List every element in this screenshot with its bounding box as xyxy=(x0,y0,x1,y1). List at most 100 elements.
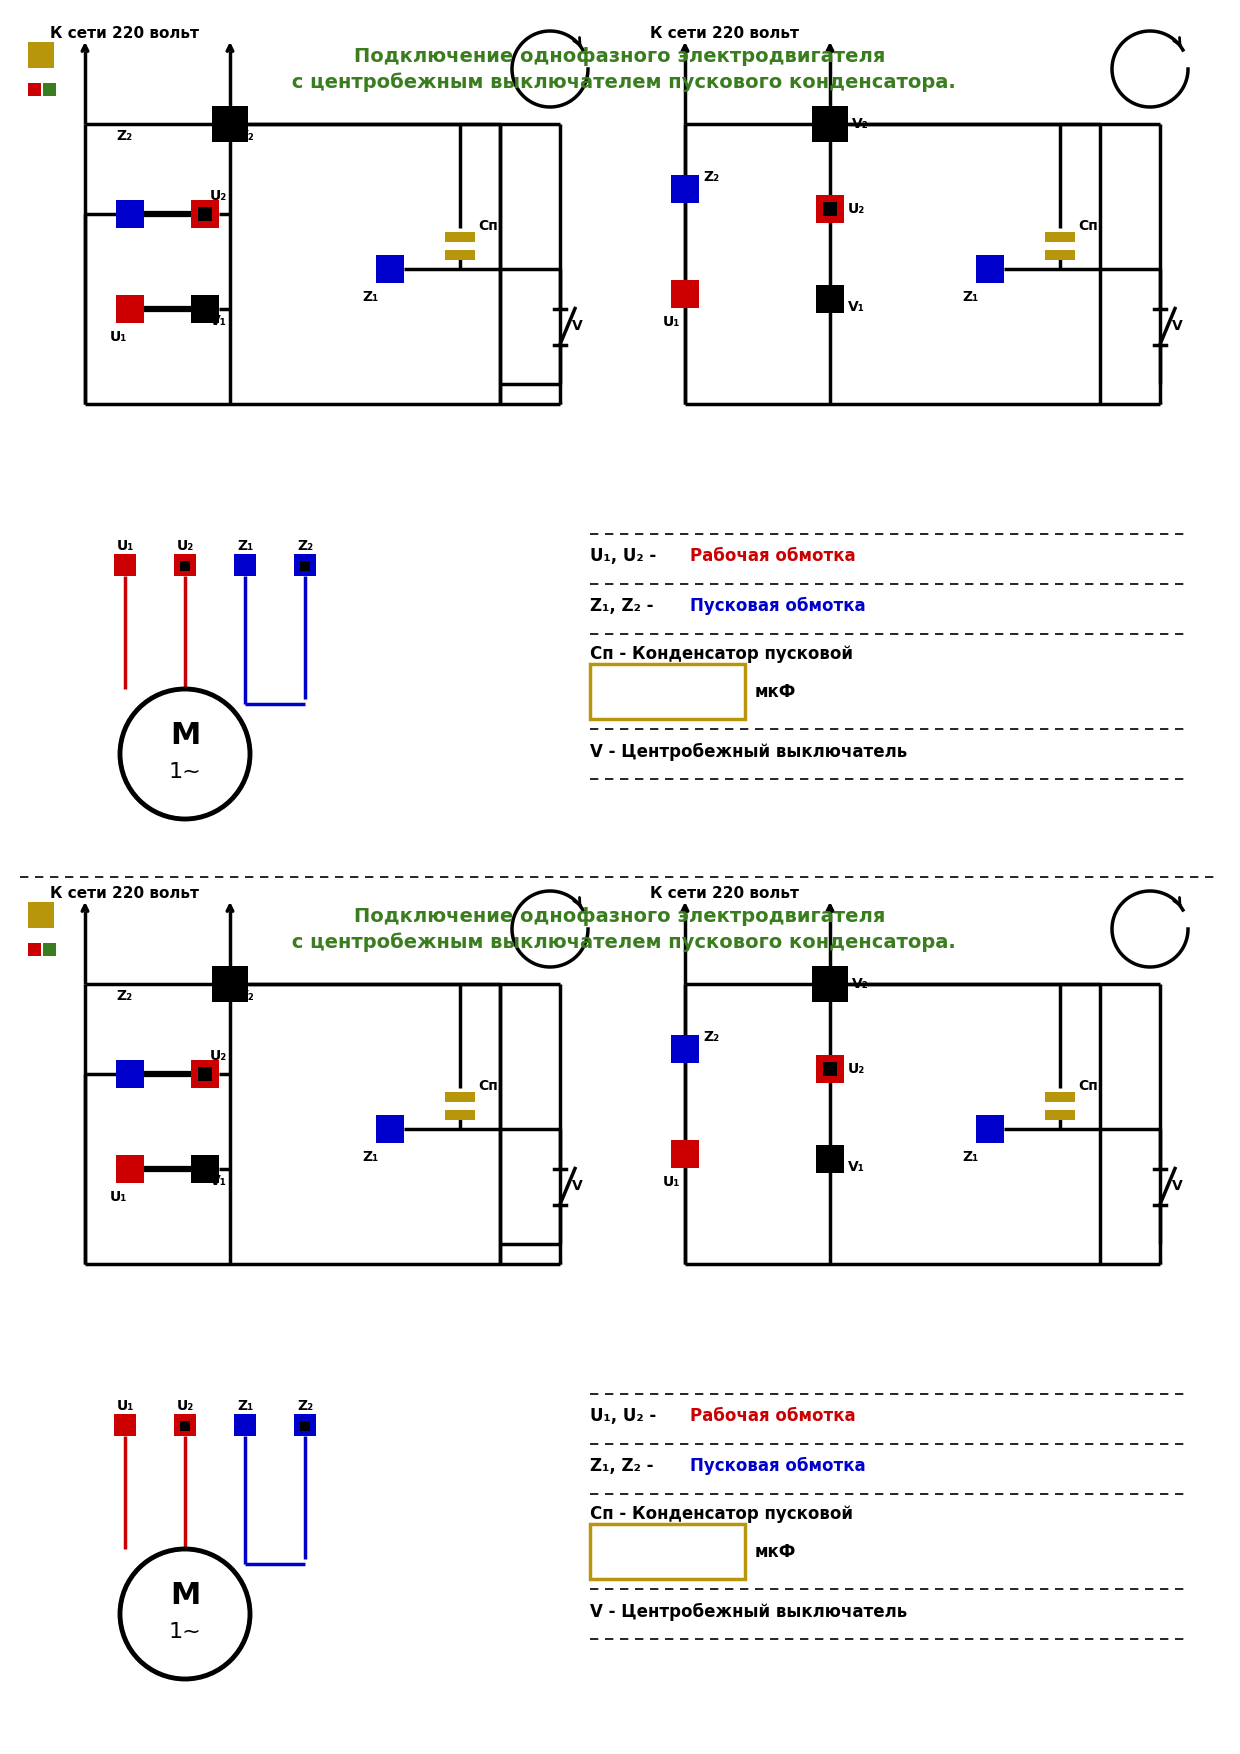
Text: V₁: V₁ xyxy=(210,314,227,328)
Text: Рабочая обмотка: Рабочая обмотка xyxy=(689,1407,856,1424)
Text: V: V xyxy=(572,319,583,333)
Text: Подключение однофазного электродвигателя: Подключение однофазного электродвигателя xyxy=(355,47,885,65)
Bar xyxy=(1045,251,1075,260)
Text: U₁, U₂ -: U₁, U₂ - xyxy=(590,1407,662,1424)
Bar xyxy=(29,944,41,956)
Bar xyxy=(43,82,56,96)
Text: Z₁: Z₁ xyxy=(362,1151,378,1165)
Bar xyxy=(812,105,848,142)
Bar xyxy=(191,1059,219,1087)
Bar xyxy=(212,966,248,1002)
Text: V₂: V₂ xyxy=(852,118,869,132)
Text: V₂: V₂ xyxy=(852,977,869,991)
Bar xyxy=(445,251,475,260)
Text: U₁: U₁ xyxy=(110,1189,128,1203)
Bar xyxy=(671,1140,699,1168)
Text: мкФ: мкФ xyxy=(755,682,796,702)
Text: U₂: U₂ xyxy=(176,538,193,553)
Text: Cп: Cп xyxy=(1078,1079,1097,1093)
Bar xyxy=(180,561,190,572)
Bar xyxy=(294,1414,316,1437)
Text: Пусковая обмотка: Пусковая обмотка xyxy=(689,1458,866,1475)
Text: Z₂: Z₂ xyxy=(117,130,133,144)
Text: U₂: U₂ xyxy=(848,1061,866,1075)
Bar xyxy=(212,105,248,142)
Text: V₁: V₁ xyxy=(848,300,864,314)
Bar xyxy=(376,1116,404,1144)
Text: с центробежным выключателем пускового конденсатора.: с центробежным выключателем пускового ко… xyxy=(285,931,955,952)
Text: M: M xyxy=(170,721,200,751)
Text: Z₂: Z₂ xyxy=(703,1030,719,1044)
Text: U₁: U₁ xyxy=(663,316,681,330)
Text: Подключение однофазного электродвигателя: Подключение однофазного электродвигателя xyxy=(355,907,885,926)
Text: К сети 220 вольт: К сети 220 вольт xyxy=(650,26,799,42)
Text: 1~: 1~ xyxy=(169,1622,201,1642)
Bar xyxy=(29,82,41,96)
Bar xyxy=(114,1414,136,1437)
Text: 1~: 1~ xyxy=(169,761,201,782)
Bar xyxy=(976,1116,1004,1144)
Bar xyxy=(590,665,745,719)
Bar xyxy=(294,554,316,575)
Text: Z₁: Z₁ xyxy=(962,1151,978,1165)
Text: V₁: V₁ xyxy=(210,1173,227,1187)
Bar xyxy=(1045,1110,1075,1121)
Text: Z₁: Z₁ xyxy=(362,289,378,303)
Text: V - Центробежный выключатель: V - Центробежный выключатель xyxy=(590,744,908,761)
Bar xyxy=(180,1421,190,1431)
Bar xyxy=(671,281,699,309)
Bar xyxy=(198,207,212,221)
Text: U₂: U₂ xyxy=(210,189,227,203)
Bar xyxy=(976,254,1004,282)
Bar xyxy=(114,554,136,575)
Bar xyxy=(445,232,475,242)
Bar xyxy=(590,1524,745,1579)
Text: V₂: V₂ xyxy=(238,130,254,144)
Bar xyxy=(376,254,404,282)
Bar xyxy=(117,1154,144,1182)
Bar xyxy=(823,202,837,216)
Text: Z₁, Z₂ -: Z₁, Z₂ - xyxy=(590,1458,660,1475)
Bar xyxy=(117,295,144,323)
Text: V₁: V₁ xyxy=(848,1159,864,1173)
Bar xyxy=(812,966,848,1002)
Bar xyxy=(191,200,219,228)
Bar xyxy=(1045,1093,1075,1102)
Text: U₁: U₁ xyxy=(117,538,134,553)
Bar xyxy=(198,1066,212,1080)
Text: Z₁, Z₂ -: Z₁, Z₂ - xyxy=(590,596,660,616)
Bar xyxy=(117,200,144,228)
Bar xyxy=(1045,232,1075,242)
Text: Z₂: Z₂ xyxy=(117,989,133,1003)
Text: Z₁: Z₁ xyxy=(237,1400,253,1414)
Bar xyxy=(174,1414,196,1437)
Bar xyxy=(816,284,844,312)
Text: мкФ: мкФ xyxy=(755,1544,796,1561)
Text: U₂: U₂ xyxy=(176,1400,193,1414)
Bar xyxy=(300,1421,310,1431)
Bar xyxy=(191,1154,219,1182)
Text: Пусковая обмотка: Пусковая обмотка xyxy=(689,596,866,616)
Text: U₁: U₁ xyxy=(663,1175,681,1189)
Text: V: V xyxy=(572,1179,583,1193)
Bar xyxy=(671,175,699,203)
Text: Z₂: Z₂ xyxy=(296,538,312,553)
Text: Cп: Cп xyxy=(1078,219,1097,233)
Text: M: M xyxy=(170,1582,200,1610)
Bar xyxy=(29,902,55,928)
Bar xyxy=(191,295,219,323)
Bar xyxy=(174,554,196,575)
Text: Z₁: Z₁ xyxy=(962,289,978,303)
Bar xyxy=(234,554,255,575)
Bar xyxy=(445,1093,475,1102)
Text: К сети 220 вольт: К сети 220 вольт xyxy=(50,26,198,42)
Text: Сп - Конденсатор пусковой: Сп - Конденсатор пусковой xyxy=(590,1505,853,1522)
Bar xyxy=(445,1110,475,1121)
Text: U₁, U₂ -: U₁, U₂ - xyxy=(590,547,662,565)
Text: U₂: U₂ xyxy=(210,1049,227,1063)
Text: V: V xyxy=(1172,1179,1183,1193)
Bar xyxy=(234,1414,255,1437)
Text: U₁: U₁ xyxy=(110,330,128,344)
Bar xyxy=(29,42,55,68)
Bar xyxy=(816,1054,844,1082)
